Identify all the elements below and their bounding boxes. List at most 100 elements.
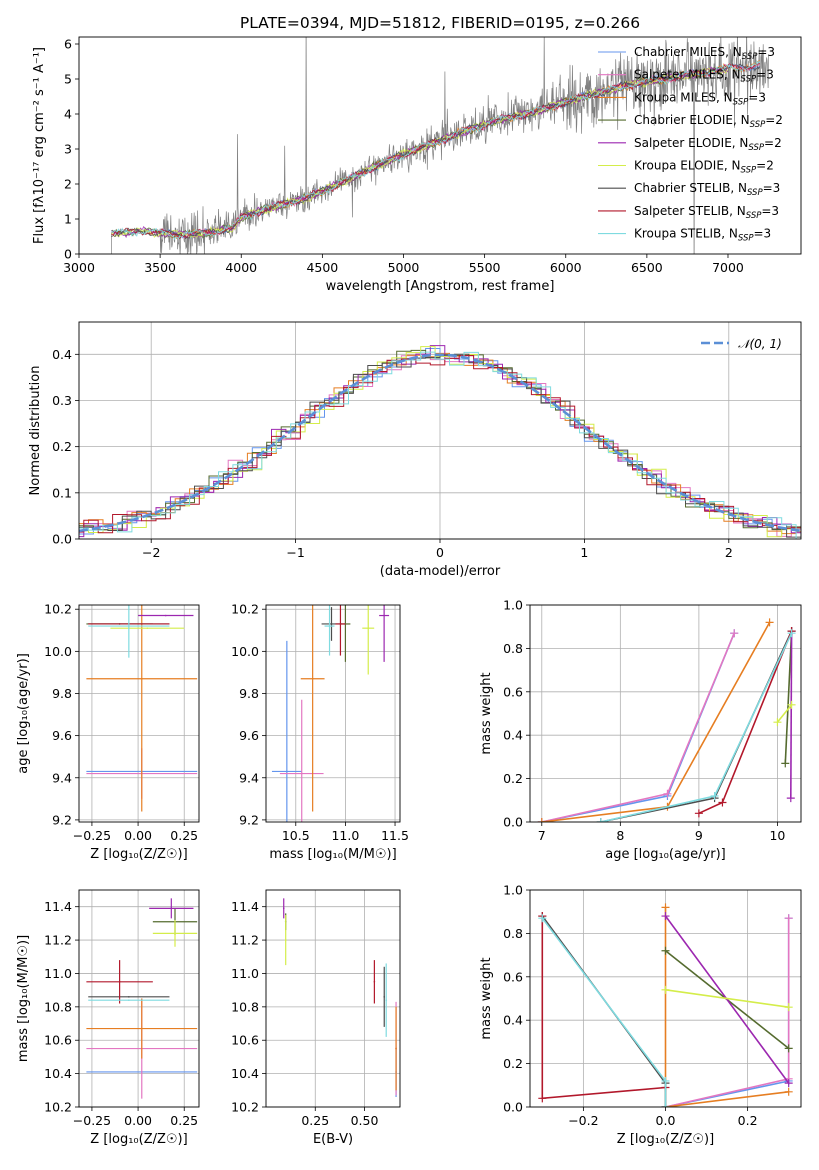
plus-marker: [784, 914, 793, 923]
y-tick-label: 0.2: [52, 439, 72, 454]
plus-marker: [718, 798, 727, 807]
errorbar-kroupa-stelib: [385, 963, 388, 1037]
errorbar-kroupa-elodie: [284, 915, 287, 966]
legend-entry: Kroupa ELODIE, NSSP=2: [634, 159, 774, 176]
x-axis-label: age [log₁₀(age/yr)]: [605, 847, 726, 862]
y-tick-label: 10.8: [231, 999, 259, 1014]
y-tick-label: 9.6: [52, 728, 72, 743]
x-tick-label: 11.0: [331, 828, 359, 843]
plus-marker: [661, 946, 670, 955]
legend-suffix: =3: [756, 68, 774, 82]
plus-marker: [730, 629, 739, 638]
y-tick-label: 0.0: [52, 532, 72, 547]
y-tick-label: 0.6: [503, 969, 523, 984]
legend-suffix: =3: [763, 181, 781, 195]
plus-marker: [784, 1079, 793, 1088]
errorbar-chabrier-stelib: [88, 996, 170, 998]
x-tick-label: 0.50: [351, 1113, 379, 1128]
legend-suffix: =3: [761, 204, 779, 218]
chart-mass-weight-vs-age: 7 8 9 10 0.0 0.2 0.4 0.6 0.8 1.0 age [log₁₀(age/yr…: [479, 598, 802, 862]
y-axis-label: Flux [fλ10⁻¹⁷ erg cm⁻² s⁻¹ A⁻¹]: [32, 47, 47, 244]
data-point: [339, 623, 342, 625]
chart-residuals: −2 −1 0 1 2 0.0 0.1 0.2 0.3 0.4 (data-model)/error…: [28, 321, 802, 579]
y-tick-label: 11.2: [231, 933, 259, 948]
y-tick-label: 1.0: [503, 598, 523, 613]
x-axis-label: Z [log₁₀(Z/Z☉)]: [617, 1132, 714, 1147]
data-point: [300, 772, 303, 775]
y-tick-label: 9.6: [239, 728, 259, 743]
plus-marker: [661, 903, 670, 912]
legend-subscript: SSP: [748, 143, 764, 153]
chart-age-vs-Z: −0.25 0.00 0.25 9.2 9.4 9.6 9.8 10.0 10.2 Z [log₁…: [16, 602, 200, 862]
data-point: [373, 981, 376, 983]
chart-mass-vs-EBV: 0.25 0.50 10.2 10.4 10.6 10.8 11.0 11.2 11.4 E(B-…: [231, 889, 401, 1147]
y-tick-label: 1: [64, 212, 72, 227]
legend-entry: Kroupa STELIB, NSSP=3: [634, 227, 771, 244]
y-tick-label: 2: [64, 177, 72, 192]
series-line: [784, 630, 793, 764]
y-tick-label: 0.8: [503, 641, 523, 656]
legend-text: Chabrier MILES, N: [634, 45, 742, 59]
plus-marker: [787, 629, 796, 638]
legend-suffix: =2: [764, 136, 782, 150]
normal-curve: [79, 353, 801, 533]
y-axis-label: age [log₁₀(age/yr)]: [16, 653, 31, 774]
x-tick-label: 0.25: [170, 828, 198, 843]
errorbar-kroupa-elodie: [152, 920, 198, 947]
x-tick-label: 0: [436, 545, 444, 560]
errorbar-kroupa-elodie: [362, 605, 375, 675]
y-tick-label: 10.2: [44, 1100, 72, 1115]
x-tick-label: 0.00: [124, 828, 152, 843]
x-tick-label: 4500: [306, 260, 338, 275]
x-tick-label: 3500: [144, 260, 176, 275]
legend-entry: Salpeter MILES, NSSP=3: [634, 68, 774, 85]
data-point: [385, 999, 388, 1001]
y-tick-label: 0.1: [52, 485, 72, 500]
plus-marker: [781, 759, 790, 768]
data-point: [286, 770, 288, 773]
errorbar-chabrier-miles: [271, 640, 302, 822]
x-tick-label: 10.5: [282, 828, 310, 843]
x-tick-label: 3000: [63, 260, 95, 275]
errorbar-salpeter-miles: [279, 699, 324, 822]
data-point: [146, 627, 149, 629]
legend-suffix: =3: [748, 90, 766, 104]
legend-text: Salpeter MILES, N: [634, 68, 741, 82]
axes-frame: [78, 604, 200, 823]
plot-area-mass-vs-EBV: [282, 898, 397, 1097]
x-axis-label: (data-model)/error: [380, 564, 501, 579]
legend-subscript: SSP: [742, 52, 758, 62]
x-tick-label: 2: [725, 545, 733, 560]
chart-mass-vs-Z: −0.25 0.00 0.25 10.2 10.4 10.6 10.8 11.0 11.2 11.…: [16, 889, 200, 1147]
x-tick-label: 1: [580, 545, 588, 560]
y-tick-label: 0.6: [503, 684, 523, 699]
data-point: [284, 939, 287, 941]
x-tick-label: 5500: [469, 260, 501, 275]
x-tick-label: 0.2: [738, 1113, 758, 1128]
series-kroupa-stelib: [538, 914, 670, 1107]
axes-frame: [78, 321, 802, 540]
x-axis-label: Z [log₁₀(Z/Z☉)]: [90, 1132, 187, 1147]
x-tick-label: 10: [769, 828, 785, 843]
errorbar-salpeter-elodie: [282, 898, 285, 919]
errorbar-kroupa-elodie: [110, 627, 185, 629]
data-point: [174, 932, 176, 935]
axes-frame: [78, 889, 200, 1108]
y-axis-label: mass [log₁₀(M/M☉)]: [16, 935, 31, 1062]
y-tick-label: 10.8: [44, 999, 72, 1014]
legend-text: Kroupa MILES, N: [634, 90, 733, 104]
x-tick-label: 7000: [712, 260, 744, 275]
y-tick-label: 10.4: [231, 1066, 259, 1081]
axes-frame: [265, 604, 401, 823]
y-tick-label: 0.3: [52, 393, 72, 408]
x-tick-label: 11.5: [381, 828, 409, 843]
legend-subscript: SSP: [741, 166, 757, 176]
plus-marker: [784, 1003, 793, 1012]
x-tick-label: 7: [538, 828, 546, 843]
x-tick-label: 6500: [631, 260, 663, 275]
x-tick-label: 9: [695, 828, 703, 843]
data-point: [118, 981, 121, 983]
series-line: [776, 704, 793, 723]
plus-marker: [661, 985, 670, 994]
